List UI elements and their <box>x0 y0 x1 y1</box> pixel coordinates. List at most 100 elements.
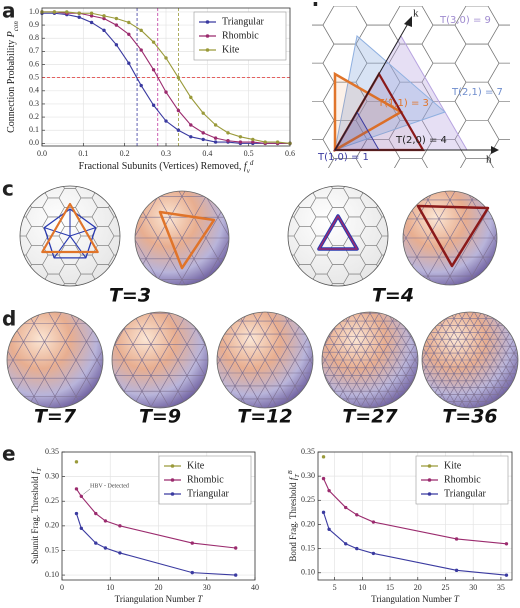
capsid-edge <box>171 312 208 387</box>
capsid-hexagon <box>278 160 300 179</box>
capsid-outline <box>216 311 314 409</box>
capsid-edge <box>224 316 283 408</box>
capsid-hexagon <box>25 186 49 189</box>
capsid-label: T=12 <box>237 406 292 428</box>
legend-marker <box>205 20 210 24</box>
data-point <box>189 135 193 139</box>
axis-label-part: T <box>197 594 203 604</box>
capsid-hexagon <box>108 186 120 199</box>
legend-label: Rhombic <box>187 474 224 485</box>
axis-label: Bond Frag. Threshold fTB <box>287 470 301 561</box>
capsid-hexagon <box>410 179 432 198</box>
panel-letter: a <box>2 0 16 23</box>
hexagon <box>487 62 510 102</box>
hexagon <box>487 100 510 140</box>
data-point <box>139 48 143 52</box>
capsid-edge <box>322 329 366 408</box>
capsid-edge <box>322 312 359 387</box>
data-point <box>74 487 79 491</box>
legend-label: Kite <box>222 44 240 55</box>
lattice-panel <box>312 6 510 168</box>
data-point <box>190 570 194 575</box>
y-tick-label: 0.10 <box>45 570 59 579</box>
capsid-hexagon <box>0 131 15 150</box>
data-point <box>251 140 255 144</box>
y-tick-label: 0.20 <box>301 519 315 528</box>
x-tick-label: 0.6 <box>285 149 295 158</box>
capsid-hexagon <box>261 246 283 265</box>
capsid-edge <box>153 191 211 285</box>
data-point <box>355 513 359 517</box>
x-tick-label: 0 <box>60 583 64 592</box>
capsid-hexagon <box>228 265 250 284</box>
capsid-edge <box>361 321 418 408</box>
capsid-edge <box>440 312 500 408</box>
hexagon <box>487 24 510 64</box>
hexagon <box>399 6 423 7</box>
capsid-hexagon <box>245 274 267 293</box>
axis-label-part: P <box>6 31 17 38</box>
axis-label: Triangulation Number T <box>115 594 204 604</box>
capsid-edge <box>438 198 495 285</box>
data-point <box>327 527 331 531</box>
capsid-hexagon <box>294 303 316 322</box>
legend-label: Triangular <box>187 488 230 499</box>
capsid-hexagon <box>311 293 333 312</box>
capsid-hexagon <box>376 186 388 199</box>
capsid-edge <box>405 198 462 285</box>
data-point <box>77 15 81 19</box>
data-point <box>77 11 81 15</box>
capsid-hexagon <box>261 284 283 303</box>
x-tick-label: 10 <box>358 583 366 592</box>
capsid-edge <box>217 312 272 398</box>
data-point <box>226 139 230 143</box>
capsid-hexagon <box>108 235 120 256</box>
capsid-edge <box>171 199 229 285</box>
y-tick-label: 0.10 <box>301 568 315 577</box>
capsid-edge <box>117 317 176 408</box>
axis-label-part: f <box>288 476 298 480</box>
capsid-label: T=36 <box>442 406 497 428</box>
axis-label-part: T <box>454 594 460 604</box>
x-tick-label: 0.1 <box>78 149 88 158</box>
capsid-hexagon <box>108 216 120 237</box>
capsid-hexagon <box>0 284 15 303</box>
capsid-hexagon <box>261 207 283 226</box>
capsid-hexagon <box>43 293 65 312</box>
capsid-hexagon <box>393 169 415 188</box>
capsid-hexagon <box>293 283 317 286</box>
data-point <box>176 108 181 113</box>
capsid-edge <box>41 319 100 408</box>
y-tick-label: 0.35 <box>301 447 315 456</box>
data-point <box>103 519 108 523</box>
capsid-edge <box>135 191 193 277</box>
x-tick-label: 5 <box>333 583 337 592</box>
capsid-hexagon <box>376 235 388 256</box>
capsid-edge <box>57 328 103 408</box>
hexagon <box>487 6 510 26</box>
y-tick-label: 0.3 <box>29 99 39 108</box>
capsid-outline <box>6 311 104 409</box>
legend-label: Rhombic <box>222 30 259 41</box>
data-point <box>201 111 205 115</box>
capsid-edge <box>258 322 313 408</box>
axis-label-part: T <box>36 468 43 472</box>
data-point <box>103 546 108 550</box>
capsid-edge <box>235 312 295 408</box>
symmetry-outline <box>43 208 97 259</box>
data-point <box>321 510 326 515</box>
capsid-edge <box>454 208 497 285</box>
data-point <box>94 511 98 516</box>
capsid-edge <box>217 329 261 408</box>
capsid-hexagon <box>245 236 267 255</box>
asymmetric-unit <box>318 215 358 250</box>
capsid-edge <box>224 312 283 404</box>
capsid-hexagon <box>0 227 15 246</box>
axis-label-part: v <box>247 167 251 175</box>
lattice-label: T(2,0) = 4 <box>395 135 447 146</box>
capsid-hexagon <box>410 312 432 331</box>
capsid-edge <box>322 312 366 391</box>
capsid-hexagon <box>245 179 267 198</box>
data-point <box>238 140 243 144</box>
capsid-edge <box>135 199 193 285</box>
